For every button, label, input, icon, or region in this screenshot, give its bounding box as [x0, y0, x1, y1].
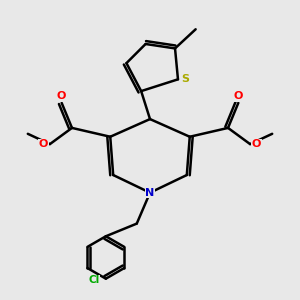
Text: O: O	[39, 139, 48, 149]
Text: O: O	[252, 139, 261, 149]
Text: O: O	[234, 92, 243, 101]
Text: O: O	[57, 92, 66, 101]
Text: S: S	[181, 74, 189, 84]
Text: N: N	[146, 188, 154, 198]
Text: Cl: Cl	[88, 275, 99, 285]
